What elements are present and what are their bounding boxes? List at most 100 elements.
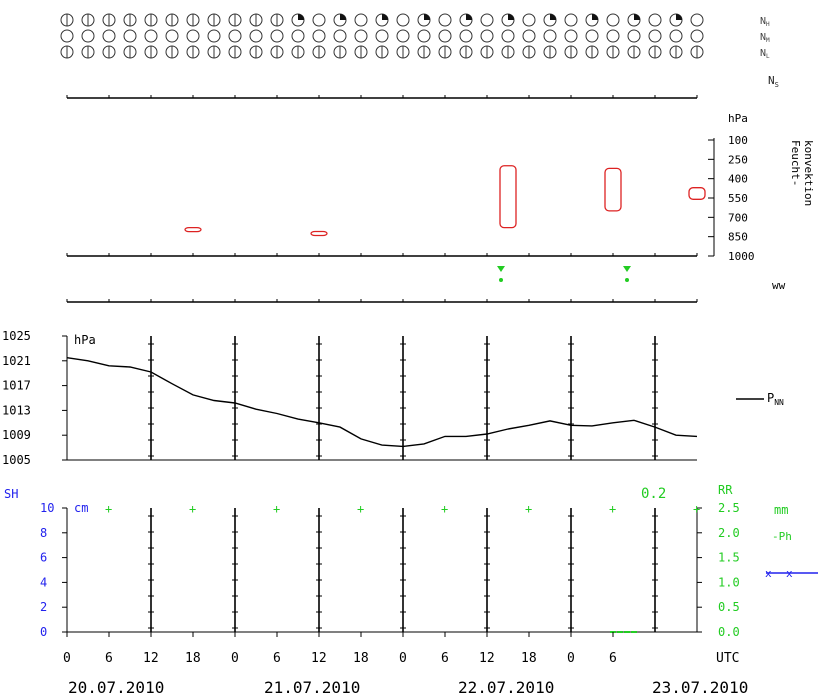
cloud-cover-circle — [564, 29, 578, 43]
x-tick-label: 0 — [567, 651, 575, 666]
convection-cell — [310, 230, 328, 237]
cloud-cover-circle — [270, 29, 284, 43]
pressure-day-lines — [148, 336, 658, 460]
cloud-cover-circle — [585, 29, 599, 43]
cloud-row-label-mid: NM — [760, 32, 770, 44]
pressure-y-tick-label: 1017 — [2, 379, 31, 393]
cloud-baseline-ticks — [66, 95, 698, 98]
cloud-cover-circle — [522, 13, 536, 27]
snow-y-tick-label: 10 — [40, 501, 54, 515]
cloud-cover-circle — [312, 29, 326, 43]
cloud-cover-circle — [438, 13, 452, 27]
convection-cell — [688, 187, 706, 200]
convection-level-label: 700 — [728, 211, 748, 224]
cloud-cover-circle — [81, 29, 95, 43]
convection-level-label: 100 — [728, 134, 748, 147]
pressure-y-tick-label: 1005 — [2, 453, 31, 467]
cloud-cover-circle — [564, 13, 578, 27]
snow-y-tick-label: 6 — [40, 551, 47, 565]
x-tick-label: 0 — [63, 651, 71, 666]
snow-y-ticks: 0 2 4 6 8 10 — [40, 501, 67, 639]
cloud-cover-circle — [690, 13, 704, 27]
cloud-cover-fill — [634, 14, 640, 20]
cloud-cover-circle — [606, 13, 620, 27]
cloud-cover-circle — [501, 29, 515, 43]
pressure-series-line — [66, 357, 698, 448]
precip-marker: + — [273, 502, 280, 516]
cloud-cover-circle — [291, 29, 305, 43]
precip-marker: + — [609, 502, 616, 516]
snow-label: SH — [4, 487, 18, 501]
snow-y-tick-label: 2 — [40, 600, 47, 614]
pressure-y-tick-label: 1025 — [2, 329, 31, 343]
x-tick-label: 6 — [105, 651, 113, 666]
x-axis: 0 6 12 18 0 6 12 18 0 6 12 18 0 6 UTC 20.07.2010 21.0… — [63, 632, 748, 697]
rain-y-tick-label: 2.5 — [718, 501, 740, 515]
cloud-cover-circle — [186, 29, 200, 43]
precip-marker: + — [105, 502, 112, 516]
precip-panel: 0 2 4 6 8 10 0.0 0.5 1.0 1.5 2.0 2.5 SH cm RR mm 0… — [4, 483, 818, 639]
cloud-cover-circle — [396, 29, 410, 43]
rain-label: RR — [718, 483, 733, 497]
rain-unit: mm — [774, 503, 788, 517]
snow-unit: cm — [74, 501, 88, 515]
snow-y-tick-label: 8 — [40, 526, 47, 540]
x-tick-label: 18 — [353, 651, 369, 666]
x-tick-label: 18 — [521, 651, 537, 666]
cloud-cover-fill — [508, 14, 514, 20]
pressure-y-tick-label: 1013 — [2, 403, 31, 417]
convection-level-label: 850 — [728, 231, 748, 244]
date-label-1: 20.07.2010 — [68, 678, 164, 697]
pressure-legend-label: PNN — [767, 391, 784, 407]
rain-shower-dot — [499, 278, 503, 282]
pressure-panel: 1005 1009 1013 1017 1021 1025 hPa PNN — [2, 329, 784, 467]
rain-bar — [631, 631, 637, 634]
x-tick-label: 0 — [399, 651, 407, 666]
convection-cell — [184, 226, 202, 233]
snow-y-tick-label: 4 — [40, 575, 47, 589]
cloud-row-label-high: NH — [760, 16, 770, 28]
x-tick-label: 6 — [441, 651, 449, 666]
convection-level-label: 250 — [728, 153, 748, 166]
cloud-row-label-low: NL — [760, 48, 770, 60]
cloud-panel: NH NM NL NS — [60, 13, 779, 99]
x-tick-labels: 0 6 12 18 0 6 12 18 0 6 12 18 0 6 — [63, 632, 617, 666]
convection-level-labels: 100 250 400 550 700 850 1000 — [708, 134, 755, 263]
cloud-cover-circle — [690, 29, 704, 43]
x-tick-label: 18 — [185, 651, 201, 666]
convection-title-line1: Feucht- — [789, 140, 802, 186]
date-label-4: 23.07.2010 — [652, 678, 748, 697]
svg-text:x: x — [786, 567, 793, 580]
cloud-cover-circle — [543, 29, 557, 43]
cloud-cover-circle — [417, 29, 431, 43]
rain-bar — [617, 631, 623, 634]
cloud-cover-circle — [123, 29, 137, 43]
rain-y-tick-label: 0.5 — [718, 600, 740, 614]
x-axis-unit: UTC — [716, 651, 739, 666]
cloud-cover-fill — [592, 14, 598, 20]
cloud-cover-circle — [480, 29, 494, 43]
date-label-3: 22.07.2010 — [458, 678, 554, 697]
cloud-cover-circle — [144, 29, 158, 43]
snow-y-tick-label: 0 — [40, 625, 47, 639]
cloud-cover-fill — [340, 14, 346, 20]
convection-title-line2: konvektion — [802, 140, 815, 206]
cloud-cover-circle — [375, 29, 389, 43]
date-label-2: 21.07.2010 — [264, 678, 360, 697]
pressure-y-tick-label: 1021 — [2, 354, 31, 368]
pressure-y-ticks: 1005 1009 1013 1017 1021 1025 — [2, 329, 67, 467]
rain-legend-label: -Ph — [772, 530, 792, 543]
pressure-y-tick-label: 1009 — [2, 428, 31, 442]
cloud-cover-circle — [606, 29, 620, 43]
x-tick-label: 0 — [231, 651, 239, 666]
cloud-cover-circle — [648, 29, 662, 43]
convection-cells — [184, 165, 706, 237]
cloud-cover-circle — [249, 29, 263, 43]
weather-panel: ww — [66, 266, 786, 303]
cloud-cover-circle — [522, 29, 536, 43]
convection-level-label: 550 — [728, 192, 748, 205]
cloud-cover-circle — [480, 13, 494, 27]
rain-y-tick-label: 0.0 — [718, 625, 740, 639]
convection-level-label: 400 — [728, 173, 748, 186]
cloud-cover-circle — [354, 29, 368, 43]
